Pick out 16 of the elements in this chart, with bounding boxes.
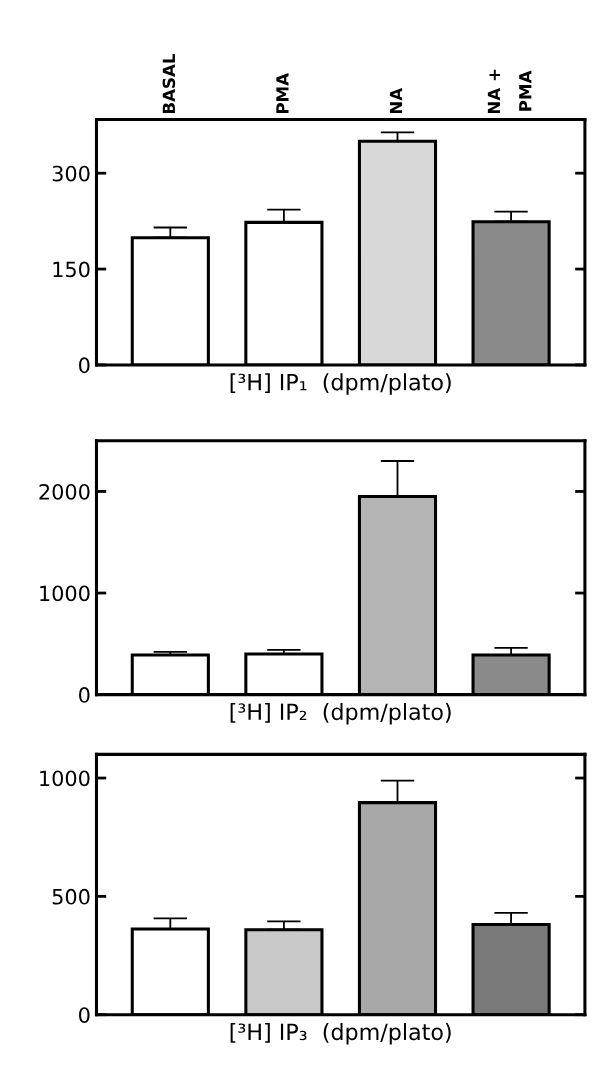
x-tick-label: BASAL bbox=[162, 53, 176, 114]
y-tick-label: 0 bbox=[79, 357, 90, 374]
x-axis-title: [³H] IP₃ (dpm/plato) bbox=[230, 1023, 451, 1045]
x-tick-label: NA + PMA bbox=[487, 69, 532, 114]
x-tick-label: PMA bbox=[276, 73, 289, 114]
y-tick-label: 300 bbox=[52, 165, 90, 182]
x-tick-label: NA bbox=[389, 87, 403, 114]
y-tick-label: 2000 bbox=[39, 483, 90, 500]
y-tick-label: 0 bbox=[79, 687, 90, 703]
x-axis-title: [³H] IP₂ (dpm/plato) bbox=[230, 702, 451, 725]
y-tick-label: 0 bbox=[79, 1007, 90, 1023]
y-tick-label: 1000 bbox=[40, 770, 90, 787]
x-axis-title: [³H] IP₁ (dpm/plato) bbox=[230, 373, 451, 395]
y-tick-label: 150 bbox=[53, 261, 90, 278]
y-tick-label: 1000 bbox=[40, 585, 90, 602]
y-tick-label: 500 bbox=[52, 888, 90, 905]
